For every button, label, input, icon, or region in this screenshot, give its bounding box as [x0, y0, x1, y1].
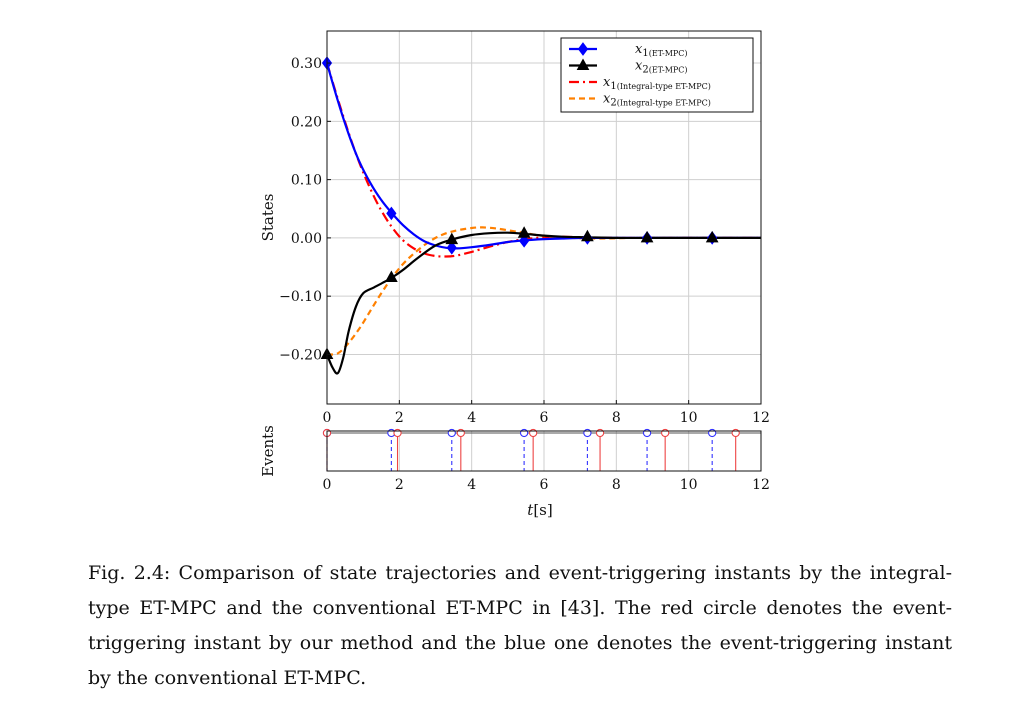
triangle-marker [445, 232, 459, 245]
legend-subscript: 2 [642, 65, 648, 76]
triangle-marker [581, 229, 594, 242]
y-tick-label: 0.10 [291, 173, 322, 189]
series-markers [320, 56, 719, 359]
event-marker [456, 428, 465, 438]
triangle-marker [517, 226, 531, 238]
x-tick-label: 4 [467, 410, 476, 426]
x-tick-label: 6 [540, 477, 549, 493]
legend-variable: x [603, 75, 611, 90]
tick-labels: 0 2 4 6 8 10 12 [323, 477, 770, 493]
event-marker [519, 428, 529, 438]
event-marker [661, 428, 670, 438]
legend-label: x2(ET-MPC) [635, 59, 688, 76]
event-marker [447, 428, 456, 438]
event-marker [731, 428, 740, 438]
x-tick-label: 12 [752, 410, 770, 426]
legend-subscript: 1 [610, 81, 616, 92]
plot-frame [326, 430, 762, 472]
y-tick-label: 0.20 [291, 114, 322, 130]
x-axis-variable: t [527, 501, 534, 519]
x-tick-label: 10 [680, 477, 698, 493]
diamond-marker [518, 233, 530, 248]
legend-subscript: 2 [610, 98, 616, 109]
series-line-4 [326, 226, 761, 356]
event-marker [583, 428, 592, 438]
y-tick-label: 0.00 [291, 231, 322, 247]
series-lines [325, 62, 761, 375]
legend-label: x1(ET-MPC) [635, 42, 688, 59]
legend-note: (Integral-type ET-MPC) [617, 82, 711, 91]
x-tick-label: 6 [540, 410, 549, 426]
y-axis-label: Events [259, 425, 277, 477]
legend-variable: x [635, 42, 643, 57]
x-tick-label: 10 [680, 410, 698, 426]
y-axis-label: States [259, 194, 277, 242]
x-tick-label: 2 [395, 477, 404, 493]
x-axis-unit: [s] [533, 501, 552, 519]
legend: x1(ET-MPC)x2(ET-MPC)x1(Integral-type ET-… [560, 37, 754, 113]
x-tick-label: 0 [323, 477, 332, 493]
x-tick-label: 4 [467, 477, 476, 493]
legend-diamond-marker [577, 42, 589, 56]
event-marker [595, 428, 605, 438]
legend-label: x2(Integral-type ET-MPC) [603, 92, 711, 109]
event-marker [708, 428, 717, 438]
y-tick-label: −0.10 [279, 289, 322, 305]
event-stems [322, 428, 761, 471]
triangle-marker [640, 230, 654, 243]
x-tick-label: 8 [612, 410, 621, 426]
legend-variable: x [603, 92, 611, 107]
states-panel: 0 2 4 6 8 10 120.300.200.100.00−0.10−0.20 Stat… [259, 30, 770, 426]
legend-variable: x [635, 59, 643, 74]
y-tick-label: −0.20 [279, 347, 322, 363]
x-axis-label: t[s] [527, 501, 552, 519]
figure-caption: Fig. 2.4: Comparison of state trajectori… [88, 562, 952, 689]
legend-note: (ET-MPC) [649, 49, 688, 58]
legend-triangle-marker [576, 58, 590, 70]
legend-note: (ET-MPC) [649, 66, 688, 75]
series-line-2 [325, 231, 761, 375]
x-tick-label: 0 [323, 410, 332, 426]
event-marker [529, 428, 538, 438]
triangle-marker [385, 270, 398, 283]
diamond-marker [446, 240, 457, 255]
x-tick-label: 8 [612, 477, 621, 493]
legend-subscript: 1 [642, 48, 648, 59]
x-tick-label: 2 [395, 410, 404, 426]
event-marker [642, 428, 652, 438]
event-marker [393, 428, 402, 438]
legend-note: (Integral-type ET-MPC) [617, 99, 711, 108]
events-panel: 0 2 4 6 8 10 12 Events t[s] [259, 425, 770, 519]
figure: 0 2 4 6 8 10 120.300.200.100.00−0.10−0.20 Stat… [259, 30, 770, 519]
legend-label: x1(Integral-type ET-MPC) [603, 75, 711, 92]
tick-labels: 0 2 4 6 8 10 120.300.200.100.00−0.10−0.20 [279, 56, 770, 426]
triangle-marker [705, 230, 719, 243]
diamond-marker [386, 206, 397, 221]
x-tick-label: 12 [752, 477, 770, 493]
legend-box [560, 37, 754, 113]
y-tick-label: 0.30 [291, 56, 322, 72]
